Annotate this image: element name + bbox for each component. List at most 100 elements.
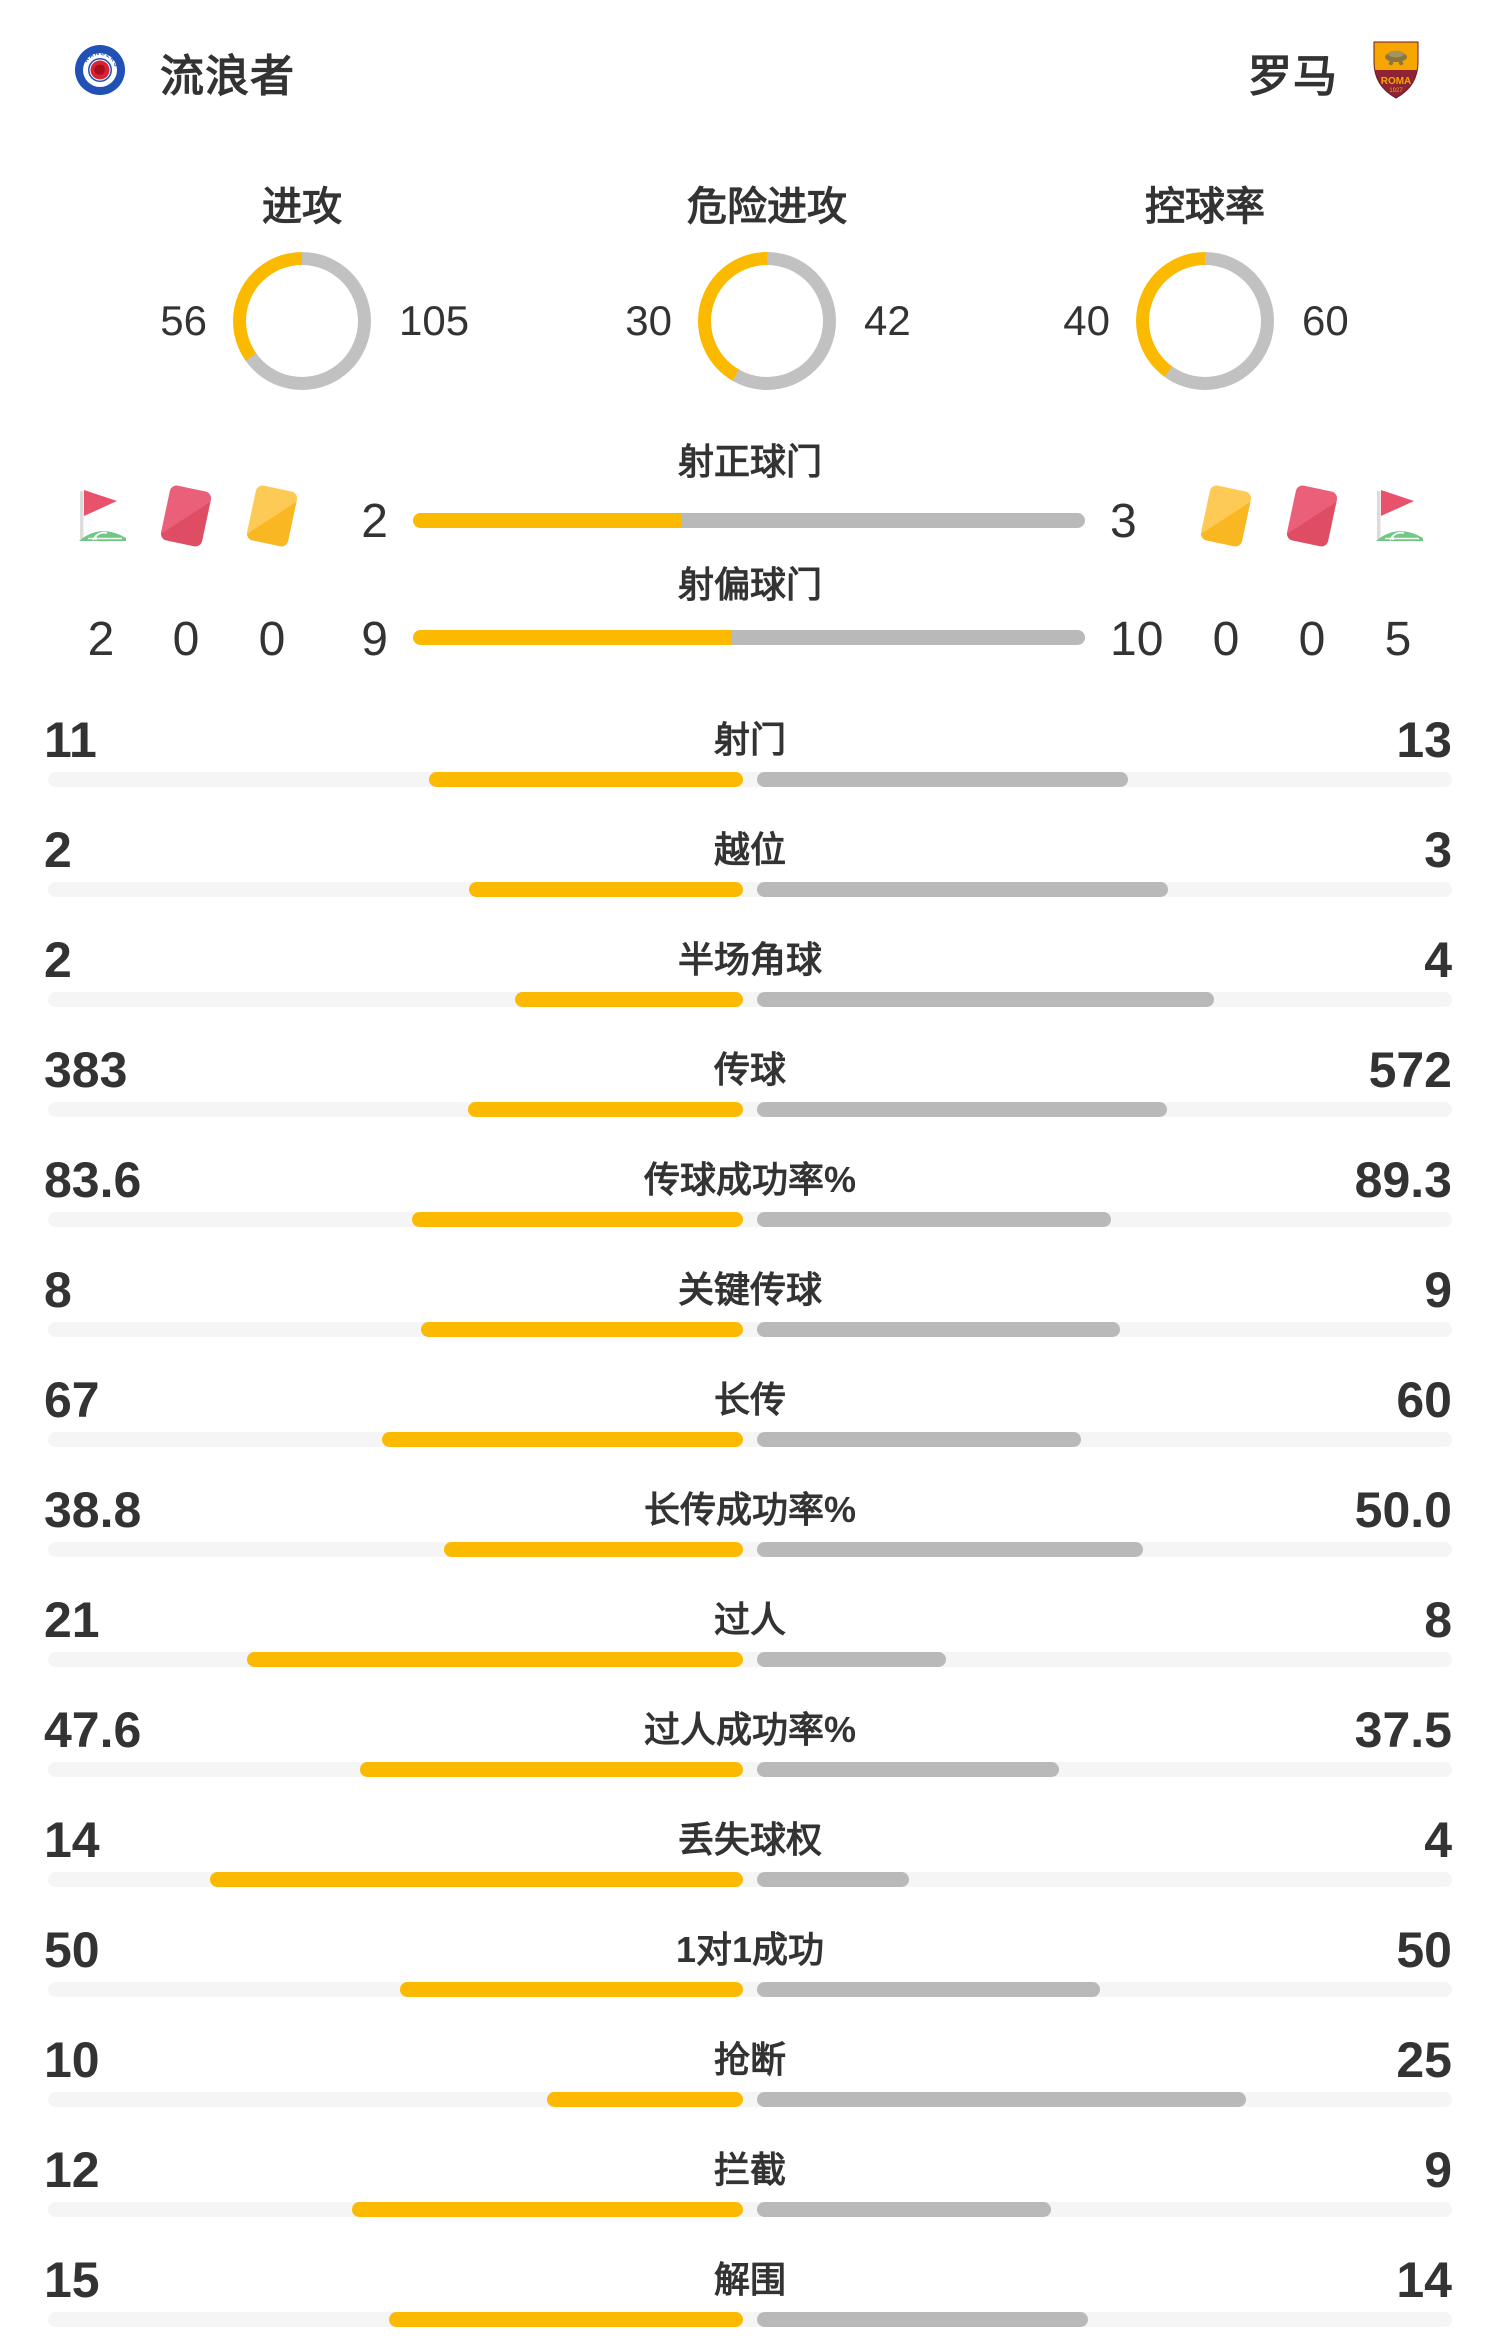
stat-away-value: 14 [1396,2252,1452,2308]
special-row-label: 射正球门 [677,441,822,482]
stat-home-value: 67 [44,1372,100,1428]
stat-bar-away-fill [757,1542,1143,1557]
home-team-name: 流浪者 [160,52,295,101]
stat-away-value: 25 [1396,2032,1452,2088]
stat-bar-home-fill [360,1762,743,1777]
stat-bar-away-fill [757,1762,1059,1777]
stat-bar-away-fill [757,1212,1111,1227]
roma-crest-icon: ROMA 1927 [1372,40,1420,105]
special-row-bar [413,630,1085,645]
stat-row-label: 丢失球权 [677,1819,822,1860]
away-discipline-count: 0 [1212,613,1240,666]
corner-flag-icon [79,490,126,541]
stat-bar-home-fill [382,1432,743,1447]
stat-bar-away-fill [757,2202,1051,2217]
stat-home-value: 383 [44,1042,128,1098]
away-team-header: 罗马 ROMA 1927 [1248,40,1420,104]
stat-home-value: 8 [44,1262,72,1318]
donut-chart [233,252,371,390]
stat-bar-home-fill [421,1322,743,1337]
stat-bar-track [48,1212,1452,1227]
stat-bar-home-fill [412,1212,743,1227]
donut-away-value: 105 [399,297,470,344]
stat-away-value: 50.0 [1354,1482,1452,1538]
stat-bar-away-fill [757,1982,1100,1997]
svg-text:ROMA: ROMA [1381,76,1412,87]
stat-row-label: 半场角球 [677,939,822,980]
away-discipline-count: 0 [1298,613,1326,666]
stat-away-value: 8 [1424,1592,1452,1648]
stat-bar-away-fill [757,882,1168,897]
stat-bar-away-fill [757,1102,1167,1117]
stat-bar-home-fill [547,2092,743,2107]
stat-row-label: 抢断 [713,2039,786,2080]
donut-home-value: 56 [160,297,207,344]
special-bar-home-fill [413,630,732,645]
stat-home-value: 47.6 [44,1702,142,1758]
stat-home-value: 83.6 [44,1152,142,1208]
special-row-bar [413,513,1085,528]
stat-home-value: 14 [44,1812,100,1868]
stat-home-value: 11 [44,712,97,768]
stat-away-value: 60 [1396,1372,1452,1428]
special-away-value: 3 [1110,495,1137,548]
stat-bar-home-fill [429,772,743,787]
home-discipline-count: 0 [258,613,286,666]
stat-bar-track [48,1542,1452,1557]
stat-home-value: 12 [44,2142,100,2198]
stat-home-value: 38.8 [44,1482,142,1538]
stat-home-value: 15 [44,2252,100,2308]
stat-bar-away-fill [757,2312,1088,2327]
svg-text:1927: 1927 [1389,88,1403,94]
stat-away-value: 572 [1368,1042,1452,1098]
stat-row-label: 拦截 [713,2149,786,2190]
stat-bar-track [48,2312,1452,2327]
stat-bar-home-fill [444,1542,743,1557]
special-home-value: 9 [361,613,388,666]
stat-row-label: 过人成功率% [643,1709,856,1750]
stat-bar-away-fill [757,1872,909,1887]
donut-chart [698,252,836,390]
special-bar-home-fill [413,513,682,528]
stat-bar-track [48,1762,1452,1777]
stat-row-label: 射门 [713,719,786,760]
home-discipline-count: 2 [87,613,115,666]
stat-bar-away-fill [757,1652,946,1667]
stat-away-value: 4 [1424,1812,1452,1868]
stat-away-value: 3 [1424,822,1452,878]
stat-bar-track [48,2202,1452,2217]
stat-bar-home-fill [515,992,743,1007]
stat-bar-track [48,772,1452,787]
stat-row-label: 解围 [713,2259,786,2300]
stat-bar-away-fill [757,772,1128,787]
special-home-value: 2 [361,495,388,548]
away-discipline-count: 5 [1384,613,1412,666]
home-team-header: RANGERS 流浪者 [74,40,295,104]
stat-bar-away-fill [757,992,1214,1007]
stat-row-label: 越位 [713,829,786,870]
rangers-crest-icon: RANGERS [74,44,126,101]
stat-bar-track [48,1322,1452,1337]
stat-home-value: 21 [44,1592,100,1648]
stat-bar-away-fill [757,1432,1081,1447]
donut-home-value: 30 [625,297,672,344]
special-bar-away-fill [681,513,1085,528]
stat-away-value: 4 [1424,932,1452,988]
stat-row-label: 1对1成功 [675,1929,825,1970]
donut-home-value: 40 [1063,297,1110,344]
stat-row-label: 过人 [713,1599,786,1640]
stat-bar-home-fill [469,882,743,897]
home-discipline-count: 0 [172,613,200,666]
stat-row-label: 传球成功率% [643,1159,856,1200]
special-away-value: 10 [1110,613,1164,666]
stat-home-value: 2 [44,822,72,878]
stat-bar-away-fill [757,2092,1246,2107]
special-bar-away-fill [731,630,1085,645]
donut-away-value: 42 [864,297,911,344]
stat-away-value: 37.5 [1354,1702,1452,1758]
stat-bar-track [48,1982,1452,1997]
stat-away-value: 89.3 [1354,1152,1452,1208]
corner-flag-slot [72,487,130,545]
stat-bar-home-fill [468,1102,743,1117]
